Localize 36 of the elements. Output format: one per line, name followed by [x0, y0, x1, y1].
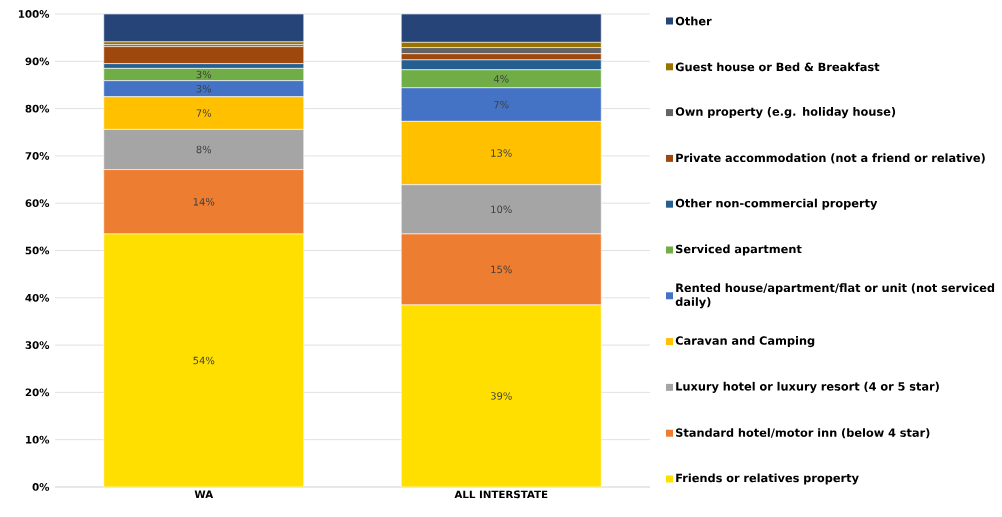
- y-tick-label: 60%: [25, 199, 50, 208]
- legend-label: Private accommodation (not a friend or relative): [676, 153, 985, 164]
- y-tick-label: 30%: [25, 341, 50, 349]
- data-label: 54%: [193, 356, 215, 365]
- y-tick-label: 70%: [25, 151, 50, 160]
- legend-label: Other non-commercial property: [675, 198, 878, 210]
- legend-label: Other: [675, 16, 712, 26]
- y-tick-label: 90%: [25, 57, 50, 66]
- legend-label: Standard hotel/motor inn (below 4 star): [676, 428, 930, 439]
- data-label: 10%: [491, 205, 512, 214]
- data-label: 3%: [196, 84, 212, 93]
- y-tick-label: 50%: [25, 246, 50, 255]
- data-label: 3%: [196, 70, 212, 79]
- y-tick-label: 80%: [25, 104, 50, 113]
- legend-label: Friends or relatives property: [676, 473, 859, 485]
- data-label: 14%: [193, 197, 215, 206]
- data-label: 15%: [491, 265, 512, 274]
- y-tick-label: 0%: [32, 483, 50, 491]
- data-label: 4%: [493, 75, 509, 83]
- legend-label: Guest house or Bed & Breakfast: [675, 62, 880, 72]
- data-label: 13%: [491, 149, 512, 157]
- y-tick-label: 100%: [18, 10, 50, 18]
- x-tick-label: WA: [194, 490, 214, 498]
- legend-label: Serviced apartment: [676, 244, 802, 256]
- legend-label: Luxury hotel or luxury resort (4 or 5 star): [676, 381, 939, 393]
- x-tick-label: ALL INTERSTATE: [454, 490, 548, 499]
- legend-label: Rented house/apartment/flat or unit (not serviced daily): [675, 283, 995, 309]
- data-label: 7%: [494, 100, 509, 109]
- y-tick-label: 40%: [25, 293, 50, 302]
- legend-label: Own property (e.g. holiday house): [675, 107, 896, 119]
- data-label: 7%: [196, 109, 212, 117]
- data-label: 39%: [490, 392, 512, 400]
- y-tick-label: 10%: [26, 435, 50, 444]
- legend-label: Caravan and Camping: [675, 336, 815, 348]
- data-label: 8%: [196, 145, 212, 154]
- y-tick-label: 20%: [25, 388, 50, 397]
